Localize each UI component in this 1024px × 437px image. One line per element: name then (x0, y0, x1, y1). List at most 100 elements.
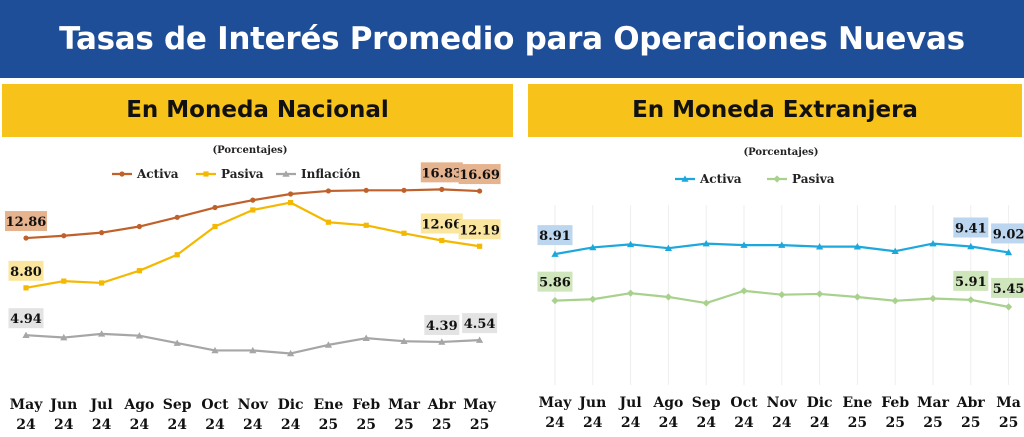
data-point (22, 331, 30, 339)
chart-subtitle: (Porcentajes) (212, 145, 287, 156)
series-line-pasiva (25, 201, 480, 289)
data-point (324, 341, 332, 348)
data-point (288, 200, 294, 206)
tick-label: May 24 (539, 395, 573, 431)
data-point (363, 222, 369, 228)
data-point (477, 188, 483, 194)
data-point (929, 294, 937, 303)
data-label: 4.94 (8, 308, 44, 329)
tick-label: Ago 24 (652, 395, 683, 431)
panel-header-extranjera: En Moneda Extranjera (528, 84, 1022, 137)
data-point (967, 242, 975, 250)
tick-label: Jul 24 (89, 397, 113, 433)
legend-label: Inflación (301, 167, 361, 181)
data-point (401, 187, 407, 193)
data-label-bg (458, 164, 501, 185)
data-point (439, 237, 445, 244)
data-point (891, 297, 899, 305)
title-banner: Tasas de Interés Promedio para Operacion… (0, 0, 1024, 78)
tick-label: Ago 24 (123, 397, 154, 433)
data-label: 16.83 (420, 162, 463, 183)
data-label-bg (991, 277, 1024, 298)
data-label-text: 5.86 (539, 276, 571, 291)
data-point (702, 240, 710, 247)
tick-label: Ene 25 (314, 397, 344, 433)
data-point (816, 290, 824, 298)
data-point (60, 333, 68, 341)
data-point (551, 250, 559, 257)
legend-marker (119, 171, 125, 177)
data-label: 8.80 (8, 260, 44, 281)
data-label-text: 12.86 (6, 215, 47, 230)
chart-subtitle: (Porcentajes) (743, 147, 818, 158)
data-point (23, 285, 29, 291)
data-label-bg (991, 223, 1024, 244)
tick-label: Jun 24 (48, 397, 77, 433)
legend-marker (773, 175, 781, 183)
data-point (778, 291, 786, 299)
data-label-bg (537, 271, 573, 292)
tick-label: Feb 25 (881, 395, 909, 431)
data-point (211, 346, 219, 354)
data-point (173, 339, 181, 346)
tick-label: Dic 24 (807, 395, 833, 431)
data-label-text: 16.83 (421, 166, 462, 181)
data-point (929, 240, 937, 247)
data-point (853, 243, 861, 250)
data-label-text: 8.91 (539, 229, 571, 244)
tick-label: Oct 24 (730, 395, 758, 431)
data-point (740, 287, 748, 295)
panel-title-extranjera: En Moneda Extranjera (632, 97, 918, 123)
series-activa (23, 186, 483, 241)
data-label: 12.19 (458, 219, 501, 240)
data-point (61, 278, 67, 284)
data-label-bg (953, 217, 989, 238)
data-label-bg (953, 270, 989, 291)
legend-label: Activa (699, 172, 742, 186)
data-point (438, 338, 446, 345)
data-point (740, 241, 748, 248)
chart-moneda-nacional: (Porcentajes) Activa Pasiva Inflación 12.86… (5, 145, 501, 433)
data-point (702, 299, 710, 307)
legend-item-activa: Activa (675, 172, 742, 186)
data-point (287, 349, 295, 357)
tick-label: Nov 24 (238, 397, 269, 433)
legend-label: Pasiva (221, 167, 264, 181)
data-point (627, 240, 635, 248)
data-label-text: 12.66 (421, 218, 462, 233)
data-point (551, 297, 559, 305)
data-point (589, 295, 597, 303)
data-point (1005, 248, 1013, 256)
data-point (288, 191, 294, 197)
tick-label: Abr 25 (427, 397, 457, 433)
page-title: Tasas de Interés Promedio para Operacion… (59, 21, 965, 57)
data-point (664, 293, 672, 301)
data-point (853, 293, 861, 301)
data-point (250, 197, 256, 203)
data-label-bg (8, 260, 44, 281)
legend: Activa Pasiva (675, 172, 835, 186)
data-label: 9.02 (991, 223, 1024, 244)
chart-moneda-extranjera: (Porcentajes) Activa Pasiva 8.91 9.41 9.02 5.… (537, 147, 1024, 431)
data-point (249, 346, 257, 354)
tick-label: Mar 25 (917, 395, 950, 431)
data-label-bg (458, 219, 501, 240)
data-label: 4.39 (424, 314, 460, 335)
legend-item-pasiva: Pasiva (196, 167, 264, 181)
data-point (325, 188, 331, 194)
series-activa (551, 240, 1013, 257)
data-point (212, 223, 218, 230)
data-label-bg (8, 308, 44, 329)
data-label-bg (5, 211, 47, 232)
data-point (362, 334, 370, 341)
data-label-text: 9.02 (993, 227, 1024, 242)
data-point (401, 230, 407, 236)
data-label: 5.45 (991, 277, 1024, 298)
data-label-bg (420, 162, 463, 183)
tick-label: Jun 24 (577, 395, 606, 431)
data-point (61, 233, 67, 239)
legend-item-activa: Activa (112, 167, 179, 181)
legend-marker (282, 170, 290, 177)
